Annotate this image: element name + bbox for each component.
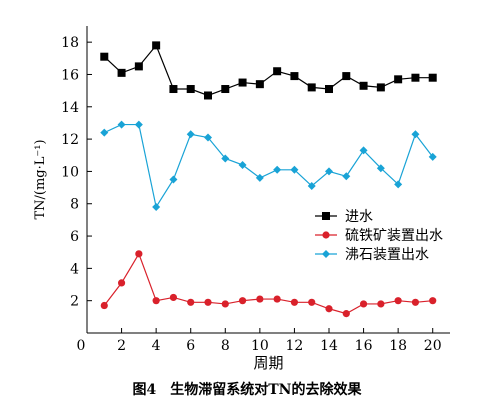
axes [86,26,450,334]
data-point [342,310,350,318]
data-point [238,78,247,87]
data-point [411,130,420,139]
data-point [255,173,264,182]
y-tick-label: 10 [61,164,79,180]
x-tick-label: 4 [152,338,161,354]
data-point [238,160,247,169]
data-point [100,52,109,61]
x-tick-label: 8 [221,338,230,354]
y-axis-ticks: 2 4 6 8 10 12 14 16 18 [61,35,92,310]
x-tick-label: 0 [77,338,86,354]
data-point [428,73,437,82]
data-point [204,91,212,100]
data-point [256,295,264,303]
y-axis-label: TN/(mg·L⁻¹) [33,139,48,219]
data-point [186,85,195,94]
x-axis-label: 周期 [253,354,283,372]
x-tick-label: 10 [251,338,269,354]
legend-label: 进水 [345,209,373,225]
y-tick-label: 18 [61,35,79,51]
data-point [169,85,178,94]
data-point [238,297,247,305]
data-point [135,250,143,258]
legend-marker [322,231,330,239]
data-point [428,152,437,161]
data-point [325,167,333,176]
data-point [187,298,195,306]
data-point [325,85,333,94]
y-tick-label: 4 [70,261,79,277]
data-point [117,120,126,129]
y-tick-label: 8 [70,197,79,213]
data-point [342,72,351,81]
y-tick-label: 16 [61,67,79,83]
series-group [100,41,437,318]
data-point [134,62,143,71]
data-point [290,165,299,174]
x-tick-label: 20 [424,338,442,354]
data-point [117,279,126,287]
x-tick-label: 2 [117,338,126,354]
data-point [273,295,281,303]
legend-marker [322,250,330,258]
legend-label: 沸石装置出水 [345,247,429,263]
x-tick-label: 18 [389,338,407,354]
data-point [221,300,229,308]
data-point [152,41,161,50]
data-point [342,172,351,181]
data-point [429,297,437,305]
series-0 [100,41,437,100]
data-point [152,297,160,305]
x-tick-label: 16 [355,338,373,354]
series-2 [100,120,437,211]
data-point [290,298,299,306]
data-point [169,293,178,302]
data-point [100,128,109,137]
data-point [394,297,402,305]
data-point [169,175,178,184]
data-point [394,180,403,189]
legend-marker [322,212,330,220]
data-point [359,300,368,308]
data-point [359,81,368,90]
x-tick-label: 14 [320,338,338,354]
data-point [221,85,230,94]
data-point [273,165,282,174]
legend-label: 硫铁矿装置出水 [345,228,443,244]
data-point [411,73,420,82]
data-point [376,83,385,92]
series-1 [100,250,437,318]
data-point [152,202,161,211]
data-point [376,164,385,173]
y-tick-label: 14 [61,100,79,116]
data-point [325,305,333,313]
data-point [204,133,212,142]
data-point [307,83,316,92]
data-point [307,181,316,190]
data-point [273,67,282,76]
data-point [359,146,368,155]
data-point [117,68,126,77]
y-tick-label: 12 [61,132,79,148]
x-axis-ticks: 0 2 4 6 8 10 12 14 16 18 20 [77,328,442,354]
data-point [411,298,420,306]
data-point [221,154,230,163]
data-point [100,301,108,310]
data-point [308,298,316,306]
data-point [255,80,264,89]
x-tick-label: 12 [286,338,304,354]
data-point [186,130,195,139]
data-point [204,298,212,306]
data-point [377,300,385,308]
data-point [394,75,403,84]
series-line-2 [104,123,434,209]
data-point [290,72,299,81]
data-point [134,120,143,129]
figure-caption: 图4 生物滞留系统对TN的去除效果 [132,382,362,398]
x-tick-label: 6 [186,338,195,354]
y-tick-label: 6 [70,229,79,245]
y-tick-label: 2 [70,294,79,310]
